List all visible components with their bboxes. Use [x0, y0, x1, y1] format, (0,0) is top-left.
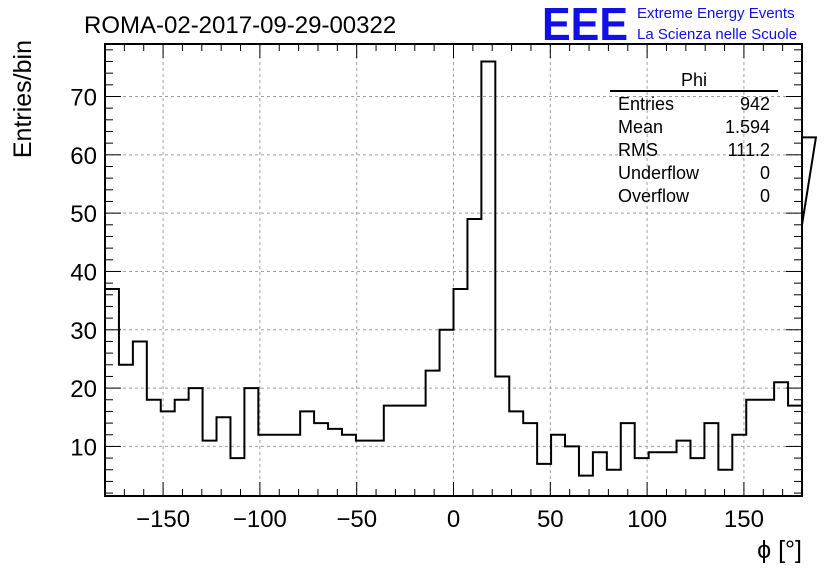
- histogram-bar: [635, 458, 649, 496]
- stats-row-value: 0: [760, 186, 770, 206]
- histogram-bar: [314, 423, 328, 496]
- stats-row-label: Mean: [618, 117, 663, 137]
- eee-logo: EEE Extreme Energy Events La Scienza nel…: [542, 0, 797, 50]
- histogram-bar: [105, 289, 119, 496]
- histogram-bar: [481, 61, 495, 496]
- histogram-bar: [593, 452, 607, 496]
- histogram-bar: [565, 446, 579, 496]
- y-tick-label: 20: [70, 376, 97, 403]
- y-tick-label: 10: [70, 434, 97, 461]
- stats-row-value: 111.2: [728, 140, 770, 160]
- stats-row-label: Entries: [618, 94, 674, 114]
- histogram-bar: [300, 411, 314, 496]
- logo-mark: EEE: [542, 0, 628, 50]
- x-axis-title: ϕ [°]: [757, 536, 802, 564]
- stats-row-label: RMS: [618, 140, 658, 160]
- histogram-bar: [272, 435, 286, 496]
- y-tick-label: 70: [70, 84, 97, 111]
- histogram-bar: [244, 388, 258, 496]
- histogram-bar: [551, 435, 565, 496]
- y-axis-ticks: 10 20 30 40 50 60 70: [70, 49, 802, 494]
- x-axis-ticks: −150 −100 −50 0 50 100 150: [104, 44, 803, 533]
- x-tick-label: −150: [136, 506, 190, 533]
- histogram-bar: [286, 435, 300, 496]
- logo-line1: Extreme Energy Events: [637, 5, 795, 22]
- histogram-bar: [398, 406, 412, 496]
- y-axis-title: Entries/bin: [9, 40, 37, 158]
- histogram-bar: [663, 452, 677, 496]
- logo-line2: La Scienza nelle Scuole: [637, 26, 797, 43]
- stats-row-value: 0: [760, 163, 770, 183]
- histogram-bar: [230, 458, 244, 496]
- histogram-bar: [119, 365, 133, 496]
- stats-row-value: 942: [740, 94, 770, 114]
- histogram-bar: [649, 452, 663, 496]
- y-tick-label: 40: [70, 259, 97, 286]
- histogram-outline: [104, 60, 818, 496]
- histogram-bar: [175, 400, 189, 496]
- histogram-bar: [426, 371, 440, 496]
- histogram-bar: [677, 441, 691, 496]
- x-tick-label: 0: [447, 506, 460, 533]
- histogram-bar: [788, 406, 802, 496]
- histogram-bar: [579, 476, 593, 496]
- histogram-bar: [384, 406, 398, 496]
- histogram-bar: [495, 376, 509, 496]
- x-tick-label: 150: [724, 506, 764, 533]
- histogram-bar: [356, 441, 370, 496]
- histogram-bar: [328, 429, 342, 496]
- stats-box-title: Phi: [681, 70, 707, 90]
- histogram-bar: [189, 388, 203, 496]
- x-tick-label: 50: [537, 506, 564, 533]
- histogram-bar: [217, 417, 231, 496]
- stats-row-label: Underflow: [618, 163, 700, 183]
- histogram-bar: [718, 470, 732, 496]
- histogram-bar: [607, 470, 621, 496]
- histogram-bar: [133, 341, 147, 496]
- y-tick-label: 60: [70, 143, 97, 170]
- histogram-bar: [203, 441, 217, 496]
- histogram-bar: [537, 464, 551, 496]
- histogram-bar: [509, 411, 523, 496]
- x-tick-label: −50: [336, 506, 377, 533]
- stats-row-label: Overflow: [618, 186, 690, 206]
- histogram-bar: [258, 435, 272, 496]
- histogram-bar: [621, 423, 635, 496]
- y-tick-label: 50: [70, 201, 97, 228]
- y-tick-label: 30: [70, 318, 97, 345]
- stats-row-value: 1.594: [725, 117, 770, 137]
- histogram-bar: [746, 400, 760, 496]
- stats-box: Phi Entries 942 Mean 1.594 RMS 111.2 Underflow 0…: [610, 70, 778, 206]
- histogram-bar: [342, 435, 356, 496]
- histogram-bar: [690, 458, 704, 496]
- histogram-bar: [774, 382, 788, 496]
- chart-title: ROMA-02-2017-09-29-00322: [84, 12, 396, 39]
- histogram-bar: [704, 423, 718, 496]
- histogram-bar: [440, 330, 454, 496]
- histogram-bar: [412, 406, 426, 496]
- x-tick-label: 100: [627, 506, 667, 533]
- histogram-bar: [454, 289, 468, 496]
- histogram-bar: [760, 400, 774, 496]
- x-tick-label: −100: [233, 506, 287, 533]
- histogram-bar: [467, 219, 481, 496]
- histogram-bar: [523, 423, 537, 496]
- histogram-bar: [147, 400, 161, 496]
- histogram-bar: [370, 441, 384, 496]
